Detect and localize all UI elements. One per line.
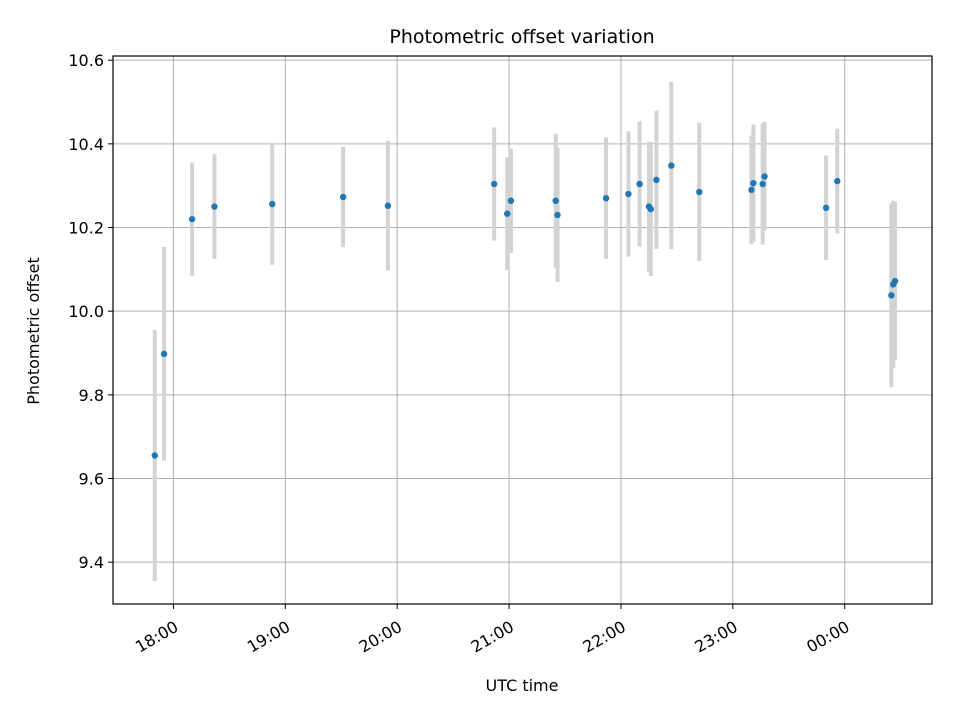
data-point — [188, 215, 196, 223]
data-point — [339, 193, 347, 201]
data-point — [696, 188, 703, 196]
y-tick-label: 10.4 — [68, 135, 104, 154]
grid — [113, 56, 932, 604]
data-point — [269, 200, 276, 208]
data-point — [552, 197, 559, 204]
data-point — [647, 205, 654, 213]
y-axis-label: Photometric offset — [24, 257, 43, 405]
data-point — [160, 350, 168, 358]
data-point — [822, 204, 830, 212]
data-point — [211, 203, 218, 210]
y-tick-label: 10.2 — [68, 219, 104, 238]
y-tick-label: 9.8 — [79, 386, 104, 405]
data-point — [554, 211, 561, 219]
data-point — [891, 277, 899, 285]
data-point — [625, 190, 632, 198]
plot-frame — [112, 55, 933, 605]
x-axis-label: UTC time — [486, 676, 559, 695]
chart-title: Photometric offset variation — [389, 26, 654, 48]
data-point — [761, 173, 768, 180]
data-point — [653, 176, 660, 184]
y-tick-label: 10.0 — [68, 302, 104, 321]
data-point — [151, 452, 158, 459]
data-point — [636, 180, 643, 188]
y-axis-ticks: 9.4 9.6 9.8 10.0 10.2 10.4 10.6 — [68, 51, 113, 572]
data-points — [151, 162, 899, 459]
y-tick-label: 10.6 — [68, 51, 104, 70]
data-point — [748, 186, 755, 194]
data-point — [507, 197, 515, 204]
data-point — [750, 179, 757, 187]
data-point — [504, 210, 511, 217]
data-point — [834, 177, 841, 185]
y-tick-label: 9.6 — [79, 470, 104, 489]
data-point — [602, 195, 610, 202]
data-point — [490, 180, 498, 188]
y-tick-label: 9.4 — [79, 553, 104, 572]
data-point — [384, 202, 392, 209]
data-point — [888, 292, 895, 299]
data-point — [668, 162, 675, 169]
data-point — [759, 180, 766, 188]
